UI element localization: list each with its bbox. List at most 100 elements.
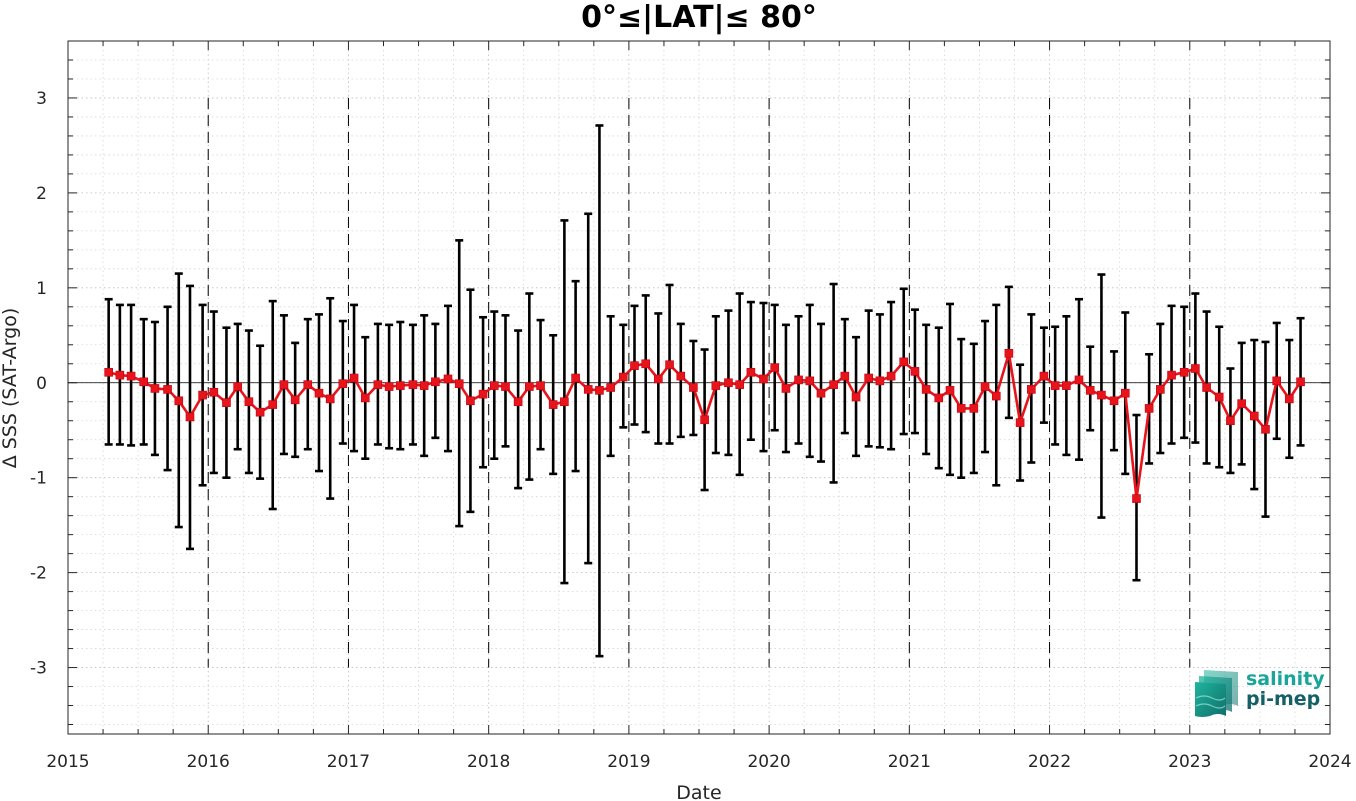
x-tick-label: 2017: [327, 752, 370, 772]
data-point-marker: [525, 382, 534, 391]
data-point-marker: [991, 391, 1001, 401]
x-tick-label: 2015: [46, 752, 89, 772]
data-point-marker: [689, 383, 698, 392]
data-point-marker: [595, 386, 604, 395]
data-point-marker: [875, 376, 885, 386]
data-point-marker: [1074, 375, 1084, 385]
data-point-marker: [886, 371, 896, 381]
data-point-marker: [303, 380, 313, 389]
data-point-marker: [781, 384, 791, 393]
data-point-marker: [1027, 385, 1036, 394]
data-point-marker: [1097, 390, 1106, 400]
data-point-marker: [126, 371, 136, 381]
data-point-marker: [1261, 424, 1270, 434]
data-point-marker: [1285, 394, 1294, 404]
data-point-marker: [829, 380, 838, 389]
data-point-marker: [864, 373, 873, 383]
data-point-marker: [222, 398, 231, 407]
data-point-marker: [314, 388, 324, 398]
y-tick-labels: -3 -2 -1 0 1 2 3: [30, 89, 47, 679]
data-point-marker: [1132, 494, 1141, 503]
data-point-marker: [746, 368, 756, 377]
data-point-marker: [724, 378, 733, 388]
data-point-marker: [560, 397, 569, 407]
data-point-marker: [185, 412, 195, 422]
data-point-marker: [630, 361, 639, 370]
data-point-marker: [851, 392, 861, 402]
y-tick-label: 1: [36, 279, 47, 299]
data-point-marker: [174, 396, 184, 406]
data-point-marker: [641, 359, 651, 369]
data-point-marker: [431, 377, 440, 387]
y-tick-label: -1: [30, 469, 47, 489]
data-point-marker: [899, 357, 909, 367]
data-point-marker: [478, 389, 488, 399]
data-point-marker: [759, 374, 768, 384]
data-point-marker: [198, 390, 207, 400]
data-point-marker: [349, 373, 359, 383]
data-point-marker: [1191, 364, 1200, 373]
data-point-marker: [969, 404, 979, 413]
data-point-marker: [665, 360, 674, 370]
data-point-marker: [384, 382, 394, 391]
x-tick-label: 2020: [747, 752, 790, 772]
data-point-marker: [489, 381, 499, 390]
data-point-marker: [325, 394, 335, 404]
data-point-marker: [980, 382, 990, 391]
data-point-marker: [606, 383, 615, 392]
data-point-marker: [1120, 388, 1130, 398]
x-tick-labels: 2015 2016 2017 2018 2019 2020 2021 2022 2023 2024: [46, 752, 1351, 772]
data-point-marker: [233, 382, 242, 391]
data-point-marker: [1039, 371, 1049, 381]
data-point-marker: [1109, 396, 1119, 406]
data-point-marker: [711, 381, 721, 390]
data-point-marker: [1226, 416, 1235, 426]
data-point-marker: [934, 393, 944, 403]
logo-text-pi-mep: pi-mep: [1246, 688, 1321, 710]
data-point-marker: [770, 363, 780, 372]
data-point-marker: [1202, 383, 1211, 392]
x-tick-label: 2018: [467, 752, 510, 772]
data-point-marker: [466, 396, 475, 406]
waves-icon: [1195, 670, 1238, 717]
grid: [67, 41, 1331, 734]
y-axis-label: Δ SSS (SAT-Argo): [0, 308, 21, 468]
data-point-marker: [618, 372, 628, 382]
data-point-marker: [840, 371, 850, 381]
x-tick-label: 2021: [888, 752, 931, 772]
data-point-marker: [373, 380, 383, 389]
data-point-marker: [396, 381, 405, 390]
data-point-marker: [945, 386, 955, 395]
data-point-marker: [548, 400, 558, 409]
y-tick-label: 3: [36, 89, 47, 109]
data-point-marker: [454, 379, 464, 389]
data-point-marker: [443, 374, 453, 384]
data-point-marker: [1050, 381, 1060, 390]
data-point-marker: [536, 381, 545, 390]
data-point-marker: [921, 385, 931, 394]
data-point-marker: [163, 385, 172, 394]
data-point-marker: [255, 407, 265, 417]
data-point-marker: [290, 395, 300, 405]
data-point-marker: [209, 387, 219, 397]
data-point-marker: [139, 377, 149, 387]
series-markers: [104, 349, 1305, 503]
data-point-marker: [408, 380, 418, 389]
data-point-marker: [956, 404, 966, 413]
year-separators: [207, 97, 1191, 668]
data-point-marker: [1144, 404, 1154, 413]
y-tick-label: -3: [30, 659, 47, 679]
data-point-marker: [104, 368, 113, 377]
x-axis-label: Date: [676, 782, 721, 801]
data-point-marker: [654, 374, 663, 384]
data-point-marker: [1179, 368, 1189, 377]
data-point-marker: [1004, 349, 1014, 358]
data-point-marker: [676, 371, 686, 381]
y-tick-label: 2: [36, 184, 47, 204]
data-point-marker: [360, 393, 370, 403]
data-point-marker: [816, 388, 826, 398]
data-point-marker: [794, 375, 803, 385]
data-point-marker: [1296, 377, 1305, 387]
data-point-marker: [805, 376, 815, 386]
